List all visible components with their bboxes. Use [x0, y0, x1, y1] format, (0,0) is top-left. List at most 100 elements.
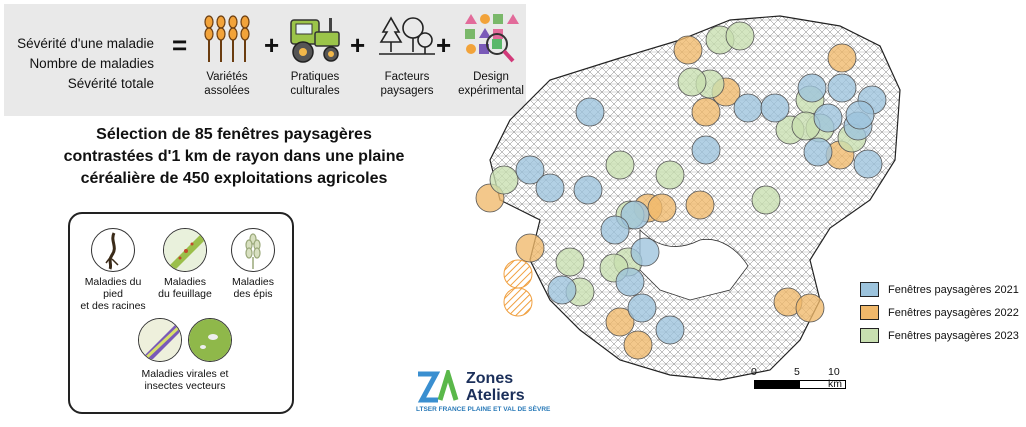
- window-2023: [605, 150, 635, 180]
- factor-landscape: Facteurs paysagers: [372, 12, 442, 98]
- factor-caption: culturales: [290, 85, 340, 97]
- experiment-grid-icon: [465, 14, 519, 63]
- window-2021: [573, 175, 603, 205]
- legend-item-2022: Fenêtres paysagères 2022: [860, 303, 1019, 322]
- za-logo-mark: [417, 370, 459, 403]
- disease-foliage: Maladies du feuillage: [152, 228, 218, 300]
- viral-insect-icon: [130, 318, 240, 362]
- window-2021: [760, 93, 790, 123]
- plus-sign: +: [436, 30, 452, 60]
- window-2022: [673, 35, 703, 65]
- window-2023: [489, 165, 519, 195]
- window-2023: [555, 247, 585, 277]
- logo-title: Zones: [466, 370, 514, 387]
- ear-disease-icon: [231, 228, 275, 272]
- severity-line: Nombre de maladies: [29, 56, 154, 71]
- factor-caption: paysagers: [380, 85, 434, 97]
- map-canvas: [475, 15, 901, 381]
- window-2022: [605, 307, 635, 337]
- severity-line: Sévérité totale: [67, 76, 154, 91]
- factor-caption: Variétés: [206, 71, 248, 83]
- zones-ateliers-logo: Zones Ateliers LTSER FRANCE PLAINE ET VA…: [416, 368, 586, 416]
- window-2021: [535, 173, 565, 203]
- window-2021: [813, 103, 843, 133]
- map-legend: Fenêtres paysagères 2021 Fenêtres paysag…: [860, 280, 1019, 349]
- window-2023: [751, 185, 781, 215]
- window-2021: [620, 200, 650, 230]
- window-2023: [677, 67, 707, 97]
- factor-practices: Pratiques culturales: [280, 12, 350, 98]
- window-2021: [630, 237, 660, 267]
- window-2023: [655, 160, 685, 190]
- severity-labels: Sévérité d'une maladie Nombre de maladie…: [14, 34, 154, 94]
- legend-swatch: [860, 328, 879, 343]
- scale-tick: 5: [794, 366, 800, 378]
- window-2021: [515, 155, 545, 185]
- disease-label: Maladies: [231, 276, 275, 288]
- window-2021: [627, 293, 657, 323]
- wheat-icon: [204, 15, 250, 62]
- disease-label: et des racines: [80, 300, 146, 312]
- heading-line: céréalière de 450 exploitations agricole…: [80, 170, 388, 187]
- equals-sign: =: [172, 30, 188, 60]
- window-2021: [827, 73, 857, 103]
- window-2023: [725, 21, 755, 51]
- scale-bar: 0 5 10 km: [748, 366, 848, 390]
- urban-gap: [639, 229, 749, 301]
- window-2021: [575, 97, 605, 127]
- disease-label: Maladies: [163, 276, 207, 288]
- leaf-disease-icon: [163, 228, 207, 272]
- window-2021: [733, 93, 763, 123]
- scale-tick: 10 km: [828, 366, 842, 390]
- factor-caption: Facteurs: [384, 71, 430, 83]
- trees-icon: [379, 16, 435, 55]
- formula-panel: Sévérité d'une maladie Nombre de maladie…: [4, 4, 526, 116]
- factor-caption: Pratiques: [290, 71, 340, 83]
- window-hatched: [503, 259, 533, 289]
- window-2021: [803, 137, 833, 167]
- factor-design: Design expérimental: [456, 12, 526, 98]
- window-2022: [515, 233, 545, 263]
- severity-line: Sévérité d'une maladie: [17, 36, 154, 51]
- plus-sign: +: [350, 30, 366, 60]
- window-2021: [547, 275, 577, 305]
- window-2022: [795, 293, 825, 323]
- scale-tick: 0: [751, 366, 757, 378]
- logo-title: Ateliers: [466, 387, 525, 404]
- disease-viral: Maladies virales et insectes vecteurs: [130, 318, 240, 392]
- disease-root: Maladies du pied et des racines: [76, 228, 150, 312]
- tractor-icon: [290, 18, 340, 63]
- legend-label: Fenêtres paysagères 2021: [888, 283, 1019, 296]
- disease-label: Maladies du pied: [84, 276, 142, 300]
- factor-caption: expérimental: [458, 85, 524, 97]
- disease-ears: Maladies des épis: [220, 228, 286, 300]
- window-2021: [655, 315, 685, 345]
- disease-label: insectes vecteurs: [144, 380, 226, 392]
- landscape-windows: [475, 21, 887, 360]
- window-2021: [691, 135, 721, 165]
- disease-label: Maladies virales et: [141, 368, 229, 380]
- window-2022: [827, 43, 857, 73]
- legend-label: Fenêtres paysagères 2023: [888, 329, 1019, 342]
- window-hatched: [503, 287, 533, 317]
- selection-heading: Sélection de 85 fenêtres paysagères cont…: [10, 124, 458, 190]
- window-2021: [615, 267, 645, 297]
- factor-varieties: Variétés assolées: [192, 12, 262, 98]
- window-2022: [685, 190, 715, 220]
- root-disease-icon: [91, 228, 135, 272]
- factor-caption: Design: [473, 71, 509, 83]
- legend-item-2023: Fenêtres paysagères 2023: [860, 326, 1019, 345]
- legend-label: Fenêtres paysagères 2022: [888, 306, 1019, 319]
- study-area-map: [470, 0, 910, 422]
- plus-sign: +: [264, 30, 280, 60]
- window-2021: [853, 149, 883, 179]
- window-2022: [691, 97, 721, 127]
- logo-subtitle: LTSER FRANCE PLAINE ET VAL DE SÈVRE: [416, 406, 551, 413]
- heading-line: contrastées d'1 km de rayon dans une pla…: [63, 148, 405, 165]
- disease-label: des épis: [233, 288, 273, 300]
- legend-item-2021: Fenêtres paysagères 2021: [860, 280, 1019, 299]
- factor-caption: assolées: [204, 85, 250, 97]
- legend-swatch: [860, 282, 879, 297]
- window-2021: [797, 73, 827, 103]
- legend-swatch: [860, 305, 879, 320]
